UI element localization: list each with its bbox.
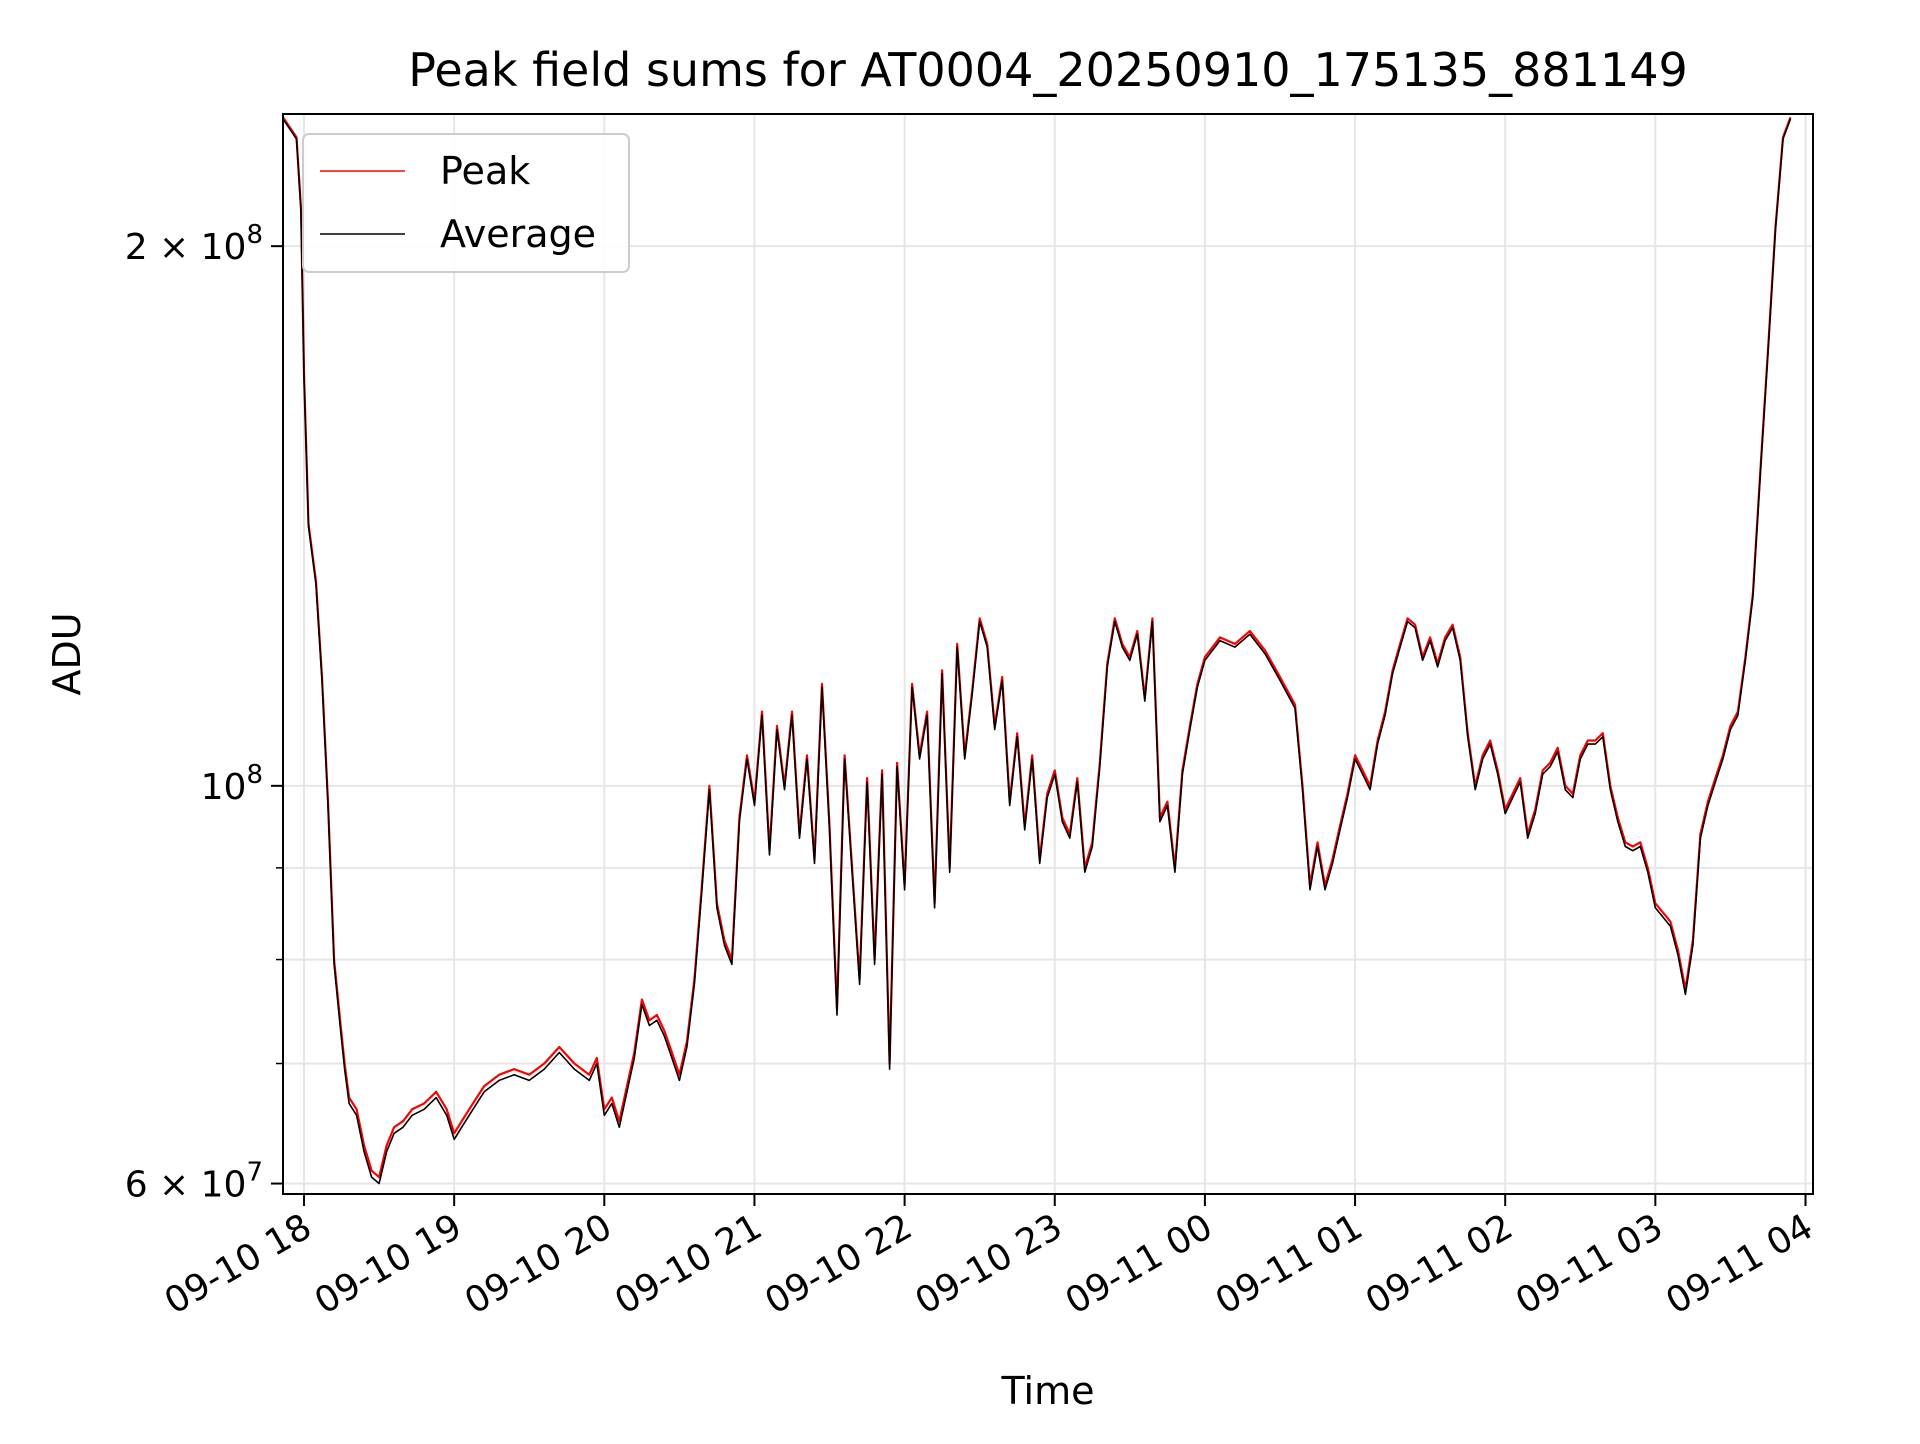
plot-area-frame	[282, 113, 1814, 1195]
legend-label-average: Average	[440, 212, 596, 256]
legend-box	[302, 133, 630, 273]
series-line-average	[282, 118, 1792, 1185]
legend-label-peak: Peak	[440, 149, 530, 193]
y-tick-label-1: 108	[201, 760, 263, 808]
plot-series	[282, 116, 1792, 1185]
y-tick-label-2: 2 × 108	[125, 220, 263, 268]
x-axis-label: Time	[1001, 1369, 1095, 1413]
y-axis-label: ADU	[45, 612, 89, 695]
grid	[283, 114, 1813, 1194]
y-tick-label-0: 6 × 107	[125, 1158, 263, 1206]
legend: Peak Average	[302, 133, 630, 273]
chart-title: Peak field sums for AT0004_20250910_1751…	[408, 43, 1688, 97]
